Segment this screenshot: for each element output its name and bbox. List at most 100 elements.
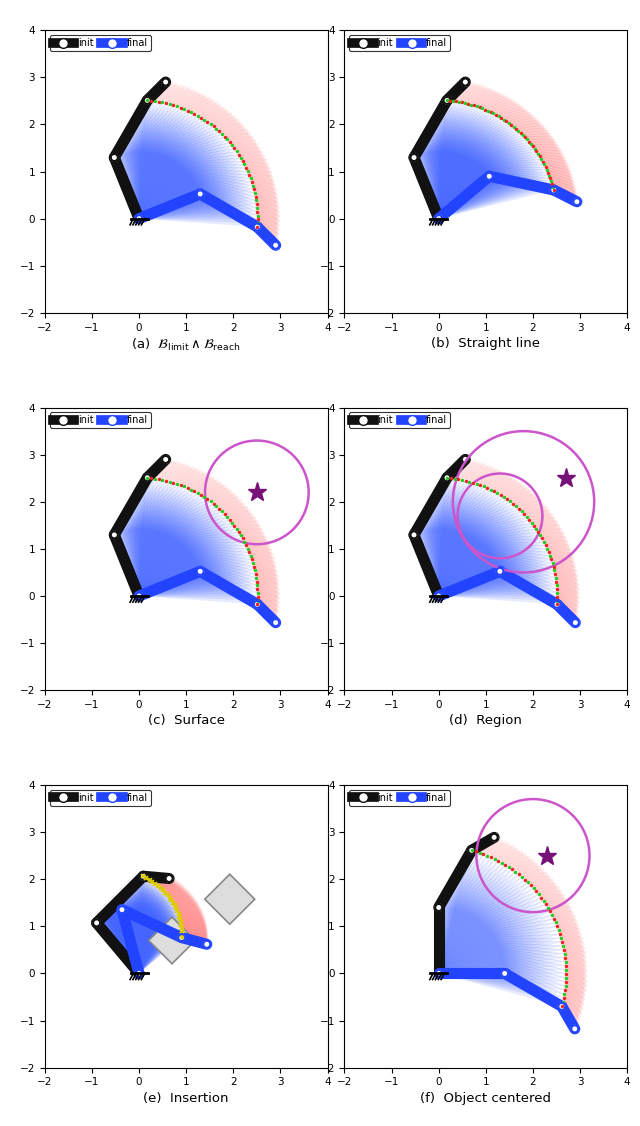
Legend: init, final: init, final [50, 35, 150, 51]
Polygon shape [472, 89, 498, 108]
Polygon shape [255, 590, 280, 611]
Polygon shape [181, 928, 208, 940]
Polygon shape [180, 921, 207, 932]
Polygon shape [483, 472, 509, 490]
Polygon shape [555, 598, 579, 620]
Polygon shape [179, 470, 205, 488]
Polygon shape [516, 122, 542, 132]
Polygon shape [139, 558, 256, 596]
Polygon shape [181, 923, 207, 936]
Polygon shape [105, 895, 168, 973]
Polygon shape [551, 912, 578, 926]
Polygon shape [549, 553, 575, 569]
Polygon shape [106, 897, 170, 973]
Circle shape [554, 601, 561, 608]
Polygon shape [139, 178, 255, 218]
Polygon shape [427, 105, 471, 218]
Polygon shape [120, 101, 159, 218]
Polygon shape [255, 209, 280, 230]
Polygon shape [250, 176, 276, 190]
Polygon shape [139, 164, 244, 218]
Polygon shape [122, 910, 182, 973]
Circle shape [497, 568, 504, 575]
Polygon shape [460, 462, 484, 482]
Polygon shape [113, 913, 179, 973]
Polygon shape [503, 486, 530, 500]
Polygon shape [106, 896, 168, 973]
Polygon shape [139, 522, 232, 596]
Polygon shape [238, 529, 265, 539]
Polygon shape [244, 161, 271, 173]
Polygon shape [150, 877, 177, 886]
Polygon shape [541, 894, 568, 905]
Polygon shape [139, 560, 257, 596]
Polygon shape [429, 106, 474, 218]
Polygon shape [439, 170, 549, 218]
Polygon shape [424, 104, 465, 218]
Polygon shape [490, 844, 516, 860]
Polygon shape [213, 495, 239, 507]
Polygon shape [139, 552, 253, 596]
Polygon shape [139, 538, 243, 596]
Polygon shape [181, 935, 207, 947]
Polygon shape [439, 859, 495, 973]
Polygon shape [439, 146, 532, 218]
Polygon shape [549, 909, 576, 922]
Polygon shape [139, 497, 204, 596]
Polygon shape [139, 542, 244, 596]
Polygon shape [493, 479, 520, 494]
Circle shape [93, 919, 100, 927]
Polygon shape [122, 910, 182, 973]
Polygon shape [439, 963, 566, 986]
Polygon shape [166, 891, 193, 901]
Circle shape [435, 969, 442, 977]
Circle shape [435, 592, 442, 599]
Polygon shape [439, 965, 565, 991]
Polygon shape [97, 876, 143, 973]
Polygon shape [97, 877, 145, 973]
Polygon shape [115, 912, 180, 973]
Polygon shape [439, 879, 525, 973]
Polygon shape [139, 547, 249, 596]
Polygon shape [255, 582, 280, 604]
Polygon shape [149, 458, 172, 481]
Polygon shape [536, 526, 563, 535]
Polygon shape [439, 520, 529, 596]
Polygon shape [439, 171, 550, 218]
Polygon shape [114, 912, 180, 973]
Polygon shape [153, 459, 177, 481]
Polygon shape [103, 891, 163, 973]
Circle shape [118, 906, 125, 913]
Circle shape [435, 969, 442, 977]
Polygon shape [532, 519, 558, 527]
Polygon shape [511, 117, 538, 128]
Polygon shape [139, 503, 214, 596]
Polygon shape [439, 854, 483, 973]
Polygon shape [139, 507, 216, 596]
Polygon shape [541, 155, 567, 167]
Polygon shape [139, 175, 253, 218]
Polygon shape [180, 917, 206, 928]
Polygon shape [439, 885, 531, 973]
Polygon shape [439, 570, 557, 600]
Polygon shape [120, 479, 159, 596]
Polygon shape [559, 1004, 578, 1030]
Polygon shape [439, 947, 564, 973]
Polygon shape [542, 159, 569, 170]
Polygon shape [509, 493, 536, 504]
Polygon shape [139, 151, 237, 218]
Polygon shape [518, 502, 545, 512]
Circle shape [144, 97, 151, 104]
Polygon shape [418, 479, 454, 596]
Polygon shape [439, 515, 524, 596]
Polygon shape [555, 587, 580, 608]
Polygon shape [139, 531, 239, 596]
Polygon shape [132, 485, 180, 596]
Polygon shape [555, 595, 579, 616]
Polygon shape [139, 126, 214, 218]
Polygon shape [466, 87, 491, 107]
Polygon shape [139, 546, 248, 596]
Polygon shape [139, 562, 257, 596]
Polygon shape [230, 517, 256, 524]
Polygon shape [439, 538, 542, 596]
